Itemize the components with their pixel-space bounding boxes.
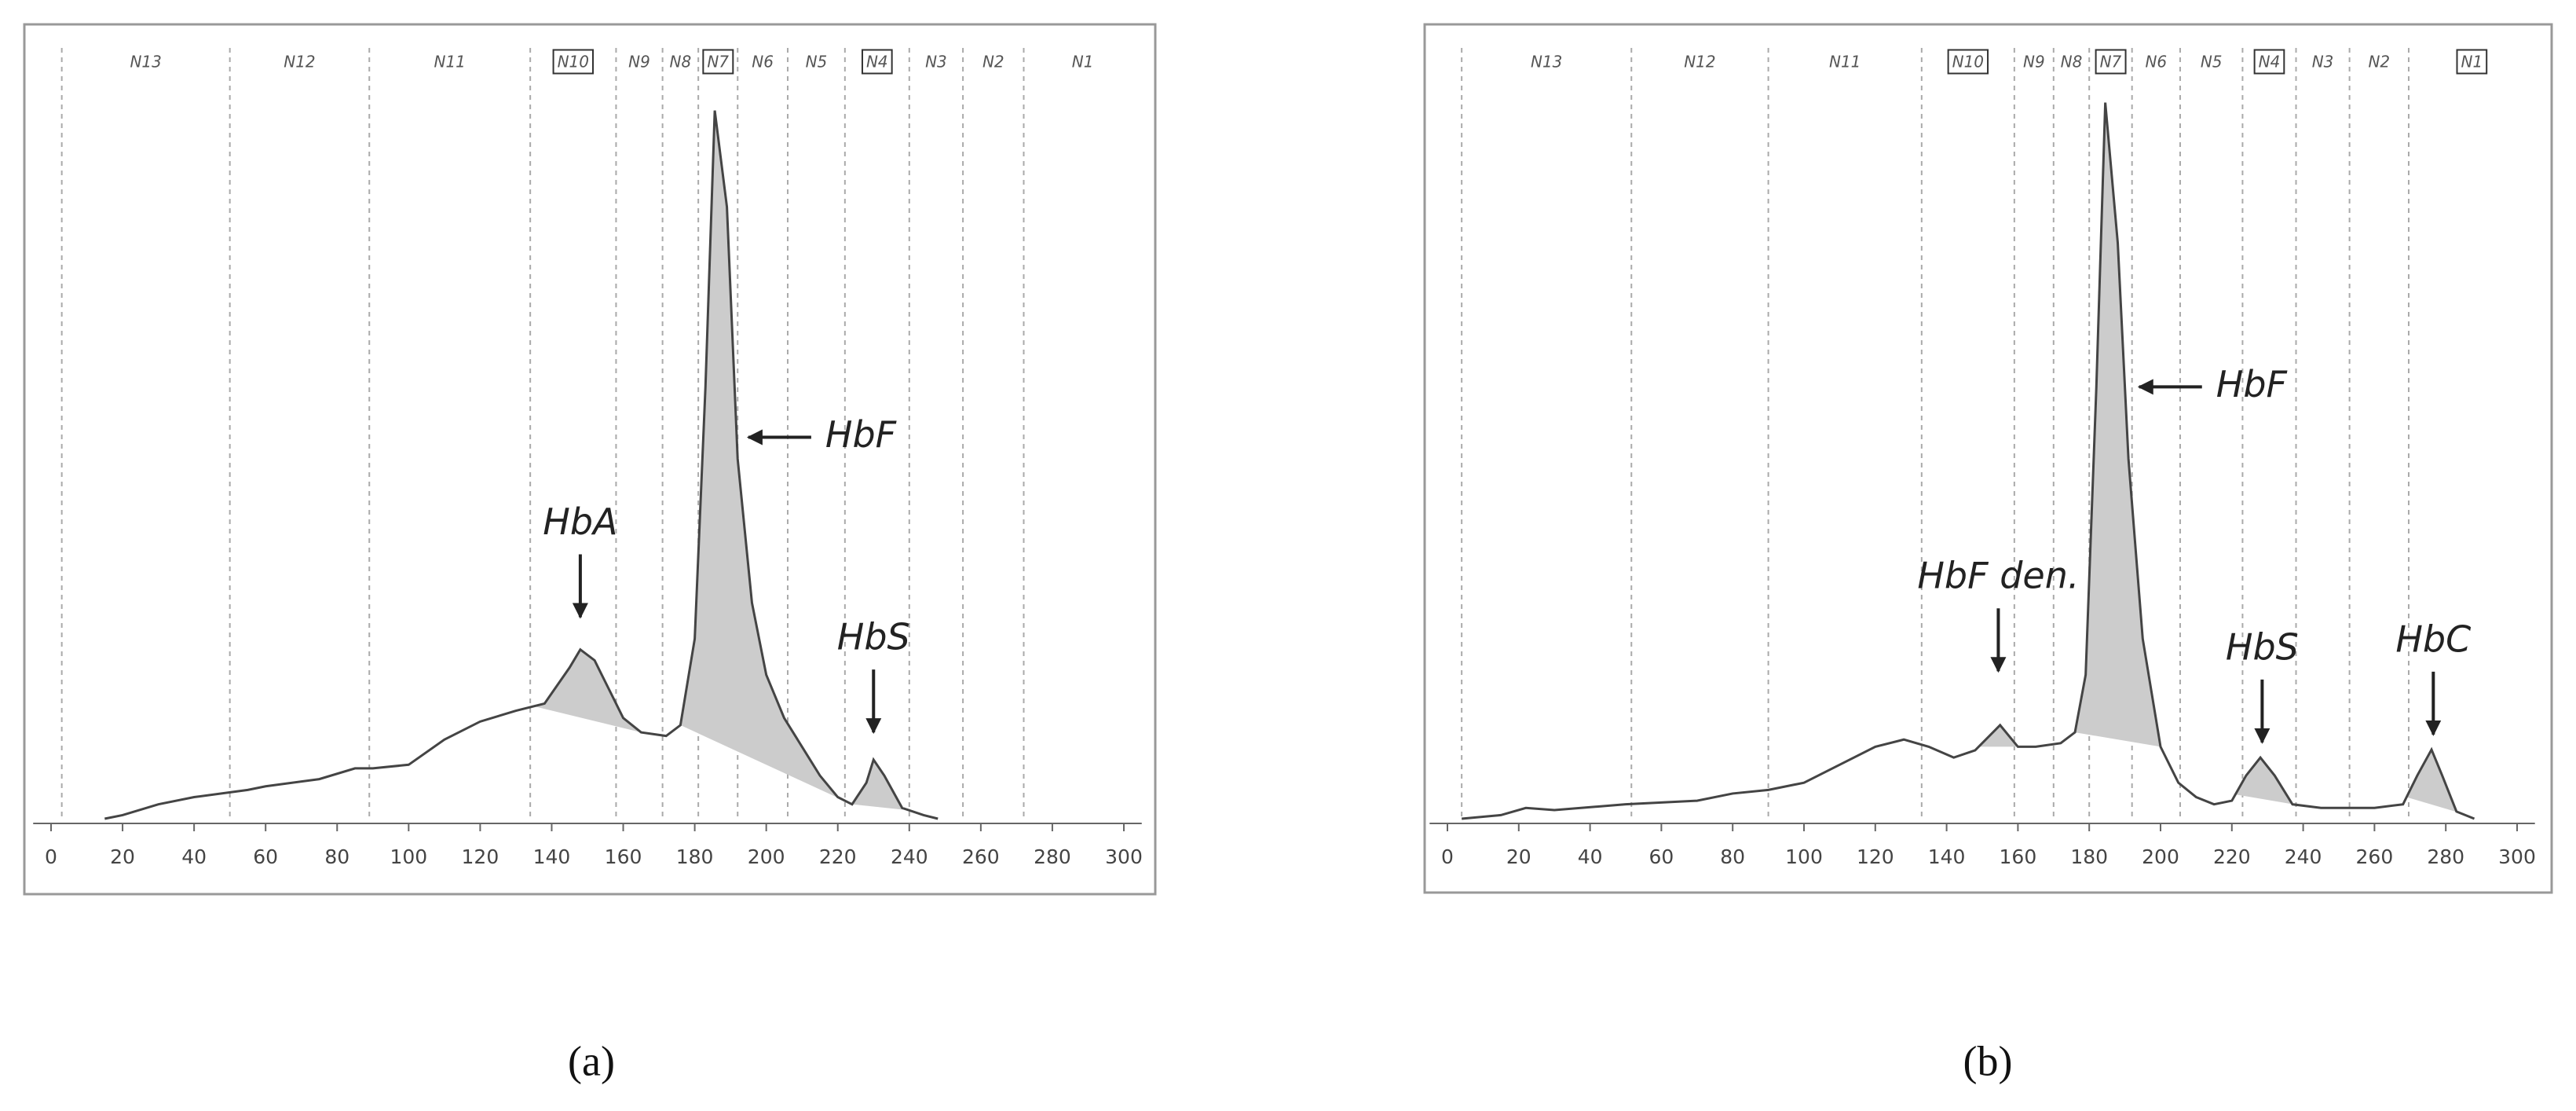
x-tick-label: 100	[1785, 845, 1823, 868]
x-tick-label: 240	[891, 845, 928, 868]
zone-label: N7	[707, 53, 729, 72]
x-tick-label: 40	[181, 845, 207, 868]
annotation-label: HbA	[543, 500, 617, 543]
zone-label: N3	[2312, 53, 2334, 72]
peak-area	[2406, 750, 2461, 813]
trace	[1462, 102, 2475, 820]
peak-area	[851, 759, 909, 811]
zone-label: N7	[2100, 53, 2122, 72]
zone-label: N4	[866, 53, 888, 72]
annotation-label: HbS	[837, 616, 910, 658]
zone-box	[2095, 49, 2127, 75]
zone-label: N2	[982, 53, 1004, 72]
x-tick-label: 0	[1441, 845, 1454, 868]
x-tick-label: 20	[1506, 845, 1531, 868]
caption: (b)	[1963, 1037, 2013, 1084]
zone-label: N1	[1072, 53, 1094, 72]
zone-label: N9	[628, 53, 650, 72]
zone-label: N6	[2145, 53, 2167, 72]
annotation-label: HbS	[2226, 625, 2299, 668]
zone-label: N10	[558, 53, 589, 72]
zone-label: N6	[752, 53, 774, 72]
zone-label: N4	[2259, 53, 2281, 72]
x-tick-label: 180	[676, 845, 714, 868]
x-tick-label: 100	[390, 845, 427, 868]
x-tick-label: 60	[253, 845, 278, 868]
x-tick-label: 300	[2498, 845, 2536, 868]
zone-label: N11	[1829, 53, 1861, 72]
x-tick-label: 40	[1578, 845, 1603, 868]
x-tick-label: 260	[2356, 845, 2394, 868]
panel-frame	[23, 23, 1157, 896]
x-tick-label: 240	[2285, 845, 2322, 868]
peak-area	[533, 649, 642, 733]
zone-box	[2253, 49, 2285, 75]
zone-label: N8	[670, 53, 692, 72]
caption: (a)	[568, 1037, 615, 1084]
annotation-label: HbF	[2216, 363, 2288, 405]
peak-area	[2235, 757, 2296, 805]
zone-label: N5	[2201, 53, 2223, 72]
zone-label: N13	[1531, 53, 1562, 72]
peak-area	[680, 110, 852, 805]
x-tick-label: 0	[45, 845, 57, 868]
x-tick-label: 160	[605, 845, 642, 868]
x-tick-label: 140	[1928, 845, 1966, 868]
zone-label: N11	[434, 53, 465, 72]
zone-label: N12	[284, 53, 315, 72]
peak-area	[1978, 724, 2025, 747]
x-tick-label: 280	[2427, 845, 2464, 868]
x-tick-label: 80	[324, 845, 349, 868]
zone-label: N5	[806, 53, 828, 72]
x-tick-label: 260	[962, 845, 1000, 868]
x-tick-label: 300	[1105, 845, 1143, 868]
annotation-label: HbF	[825, 413, 897, 456]
zone-label: N9	[2023, 53, 2045, 72]
x-tick-label: 220	[819, 845, 857, 868]
panel-frame	[1423, 23, 2553, 894]
x-tick-label: 60	[1648, 845, 1674, 868]
zone-box	[861, 49, 893, 75]
zone-label: N2	[2368, 53, 2390, 72]
x-tick-label: 180	[2070, 845, 2108, 868]
x-tick-label: 280	[1034, 845, 1071, 868]
x-tick-label: 200	[2142, 845, 2179, 868]
x-tick-label: 120	[1857, 845, 1894, 868]
zone-box	[552, 49, 594, 75]
zone-label: N3	[925, 53, 947, 72]
x-tick-label: 80	[1720, 845, 1745, 868]
zone-label: N10	[1952, 53, 1984, 72]
zone-box	[702, 49, 734, 75]
annotation-label: HbC	[2395, 618, 2471, 660]
x-tick-label: 200	[748, 845, 785, 868]
zone-label: N1	[2461, 53, 2483, 72]
annotation-label: HbF den.	[1917, 555, 2079, 597]
x-tick-label: 20	[110, 845, 135, 868]
x-tick-label: 220	[2213, 845, 2251, 868]
peak-area	[2075, 102, 2161, 747]
zone-label: N8	[2061, 53, 2083, 72]
x-tick-label: 160	[2000, 845, 2037, 868]
zone-label: N13	[130, 53, 161, 72]
trace	[104, 110, 939, 820]
zone-box	[2456, 49, 2488, 75]
x-tick-label: 120	[462, 845, 499, 868]
zone-label: N12	[1684, 53, 1715, 72]
zone-box	[1947, 49, 1989, 75]
x-tick-label: 140	[533, 845, 571, 868]
